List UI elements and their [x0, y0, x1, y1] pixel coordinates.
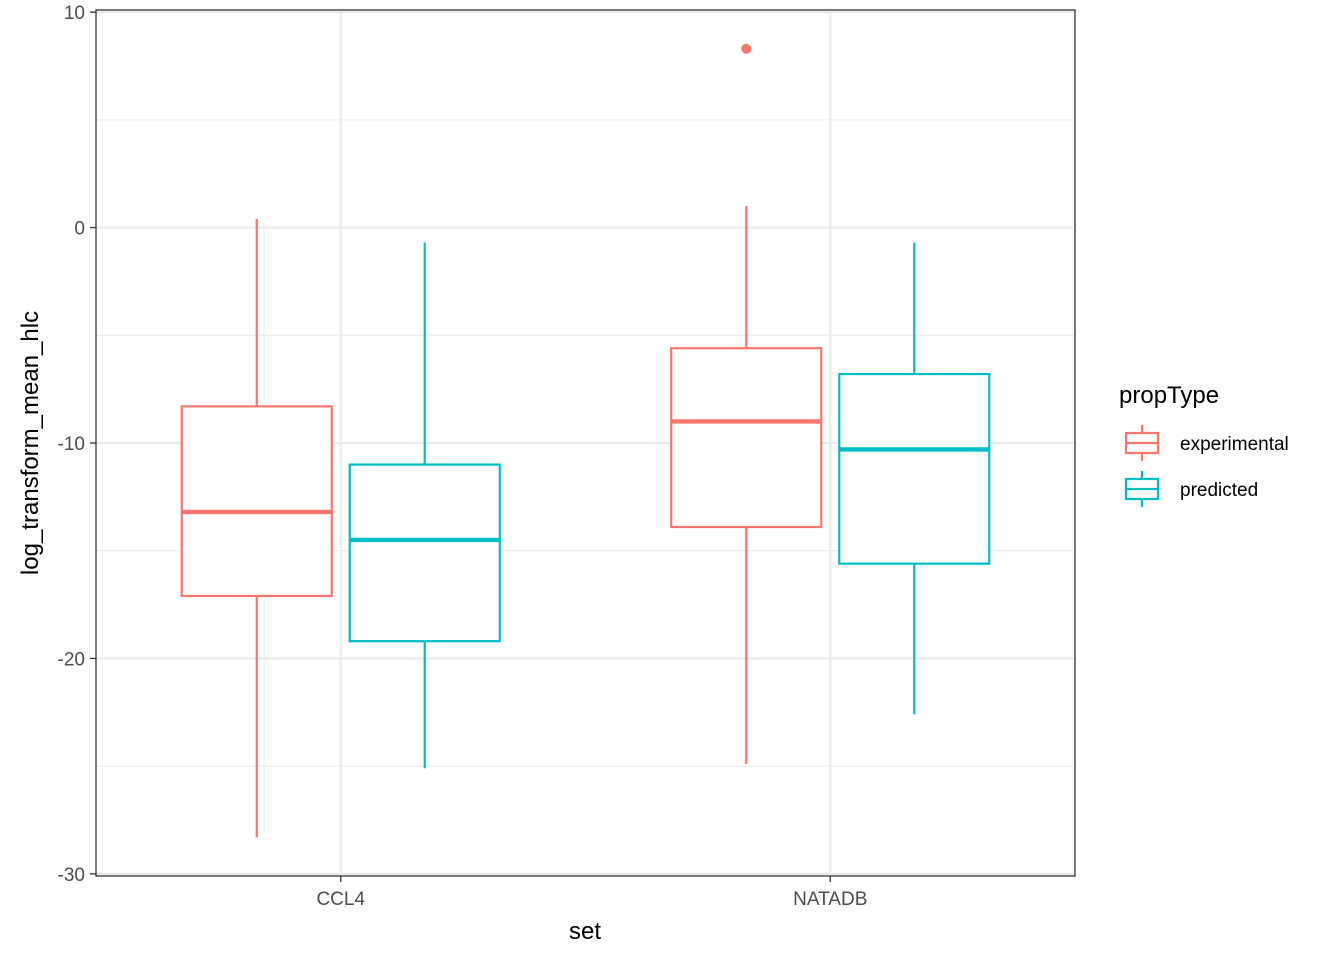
box-series: [180, 43, 991, 838]
y-axis-title: log_transform_mean_hlc: [17, 311, 44, 575]
y-tick-label: -20: [58, 649, 85, 670]
y-tick-label: -10: [58, 434, 85, 455]
legend: propType experimental predicted: [1119, 382, 1289, 507]
x-tick-label: CCL4: [316, 889, 365, 910]
x-axis-title: set: [569, 918, 601, 945]
y-tick-label: -30: [58, 865, 85, 886]
y-tick-label: 0: [74, 219, 85, 240]
y-tick-label: 10: [64, 3, 85, 24]
series-experimental: [180, 43, 823, 838]
outlier-point: [741, 43, 752, 54]
box-experimental-CCL4: [180, 218, 333, 838]
box-predicted-CCL4: [348, 242, 501, 769]
box-experimental-NATADB: [670, 43, 823, 764]
iqr-box: [670, 347, 823, 529]
axes: 10 0 -10 -20 -30 CCL4 NATADB: [58, 3, 868, 910]
iqr-box: [348, 463, 501, 643]
iqr-box: [838, 372, 991, 565]
box-predicted-NATADB: [838, 242, 991, 715]
legend-item-predicted: predicted: [1124, 471, 1258, 507]
legend-keys: experimental predicted: [1124, 425, 1289, 507]
legend-label: experimental: [1180, 434, 1289, 455]
legend-title: propType: [1119, 382, 1219, 409]
iqr-box: [180, 405, 333, 598]
legend-label: predicted: [1180, 480, 1258, 501]
series-predicted: [348, 242, 991, 769]
x-tick-label: NATADB: [793, 889, 867, 910]
legend-item-experimental: experimental: [1124, 425, 1289, 461]
